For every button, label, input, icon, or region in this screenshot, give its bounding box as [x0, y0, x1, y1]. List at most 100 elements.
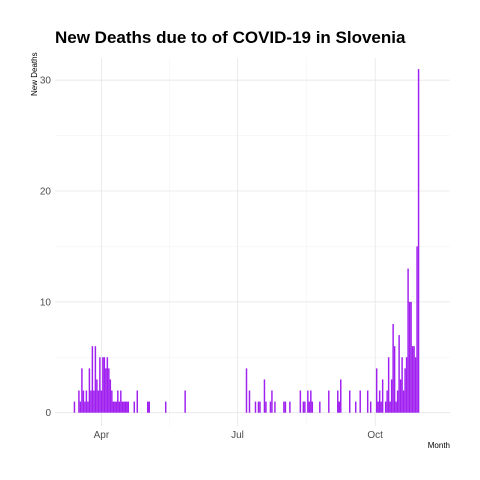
y-axis-title: New Deaths: [30, 52, 39, 96]
bar: [254, 401, 257, 413]
bar: [377, 401, 379, 413]
bar: [115, 401, 118, 413]
bar: [319, 401, 321, 413]
bar: [121, 401, 124, 413]
bar: [127, 401, 130, 413]
bar: [359, 390, 361, 413]
bar: [117, 390, 119, 413]
bar: [396, 390, 399, 413]
bar: [405, 357, 408, 413]
bar: [283, 401, 285, 413]
bar: [79, 401, 82, 413]
bar: [378, 390, 381, 413]
bar: [289, 401, 291, 413]
x-axis-title: Month: [428, 441, 450, 450]
bar: [93, 390, 95, 413]
bar: [284, 401, 287, 413]
bar: [120, 390, 122, 413]
y-tick-label: 0: [45, 408, 51, 419]
bar: [340, 379, 342, 413]
bar: [259, 401, 261, 413]
bar: [414, 357, 417, 413]
bar: [404, 368, 406, 413]
bar: [302, 401, 305, 413]
bar: [274, 401, 276, 413]
bar: [393, 346, 396, 413]
chart-title: New Deaths due to of COVID-19 in Sloveni…: [55, 28, 406, 47]
bar: [94, 346, 97, 413]
bar: [392, 324, 394, 413]
bar: [124, 401, 127, 413]
bar: [369, 401, 372, 413]
bar: [126, 401, 128, 413]
bar: [395, 401, 397, 413]
bar: [398, 335, 400, 413]
bar: [147, 401, 149, 413]
bar: [257, 401, 260, 413]
bar: [390, 379, 393, 413]
bar: [386, 390, 388, 413]
bar: [118, 401, 121, 413]
bar: [96, 379, 98, 413]
bar: [401, 357, 403, 413]
bar: [73, 401, 76, 413]
bar: [123, 401, 125, 413]
bar: [411, 346, 414, 413]
bar: [78, 390, 80, 413]
bar: [399, 379, 402, 413]
bar: [402, 390, 405, 413]
bar: [410, 301, 412, 413]
bar: [337, 390, 339, 413]
bar: [88, 368, 91, 413]
bar: [111, 390, 113, 413]
x-tick-label: Apr: [94, 430, 110, 441]
bar: [408, 301, 411, 413]
bar: [271, 390, 273, 413]
bar: [417, 69, 420, 413]
x-tick-label: Oct: [367, 430, 383, 441]
bar: [148, 401, 150, 413]
bar: [387, 357, 390, 413]
bar: [105, 368, 107, 413]
bar: [380, 401, 382, 413]
bar: [375, 368, 378, 413]
bar: [99, 357, 101, 413]
grid: [55, 58, 450, 426]
bar: [97, 390, 100, 413]
bar: [106, 357, 109, 413]
bar: [90, 390, 92, 413]
bar: [311, 401, 314, 413]
bars: [73, 69, 420, 413]
bar: [269, 401, 272, 413]
bar: [248, 390, 251, 413]
bar: [384, 401, 387, 413]
bar: [87, 401, 89, 413]
bar: [349, 390, 351, 413]
bar: [114, 401, 116, 413]
bar: [407, 268, 409, 413]
bar: [328, 390, 330, 413]
bar: [103, 357, 106, 413]
bar: [136, 390, 139, 413]
y-axis: 0 10 20 30: [40, 76, 52, 420]
bar: [310, 390, 312, 413]
y-tick-label: 30: [40, 76, 52, 87]
bar: [91, 346, 94, 413]
bar: [416, 246, 418, 413]
bar: [307, 390, 309, 413]
bar: [108, 368, 110, 413]
bar: [381, 379, 384, 413]
bar: [299, 390, 302, 413]
bar: [338, 401, 340, 413]
bar: [84, 401, 86, 413]
bar: [100, 390, 103, 413]
bar: [184, 390, 186, 413]
bar: [389, 401, 391, 413]
bar: [109, 379, 112, 413]
bar: [308, 401, 311, 413]
y-tick-label: 10: [40, 297, 52, 308]
bar: [164, 401, 167, 413]
bar: [133, 401, 136, 413]
bar: [413, 346, 415, 413]
